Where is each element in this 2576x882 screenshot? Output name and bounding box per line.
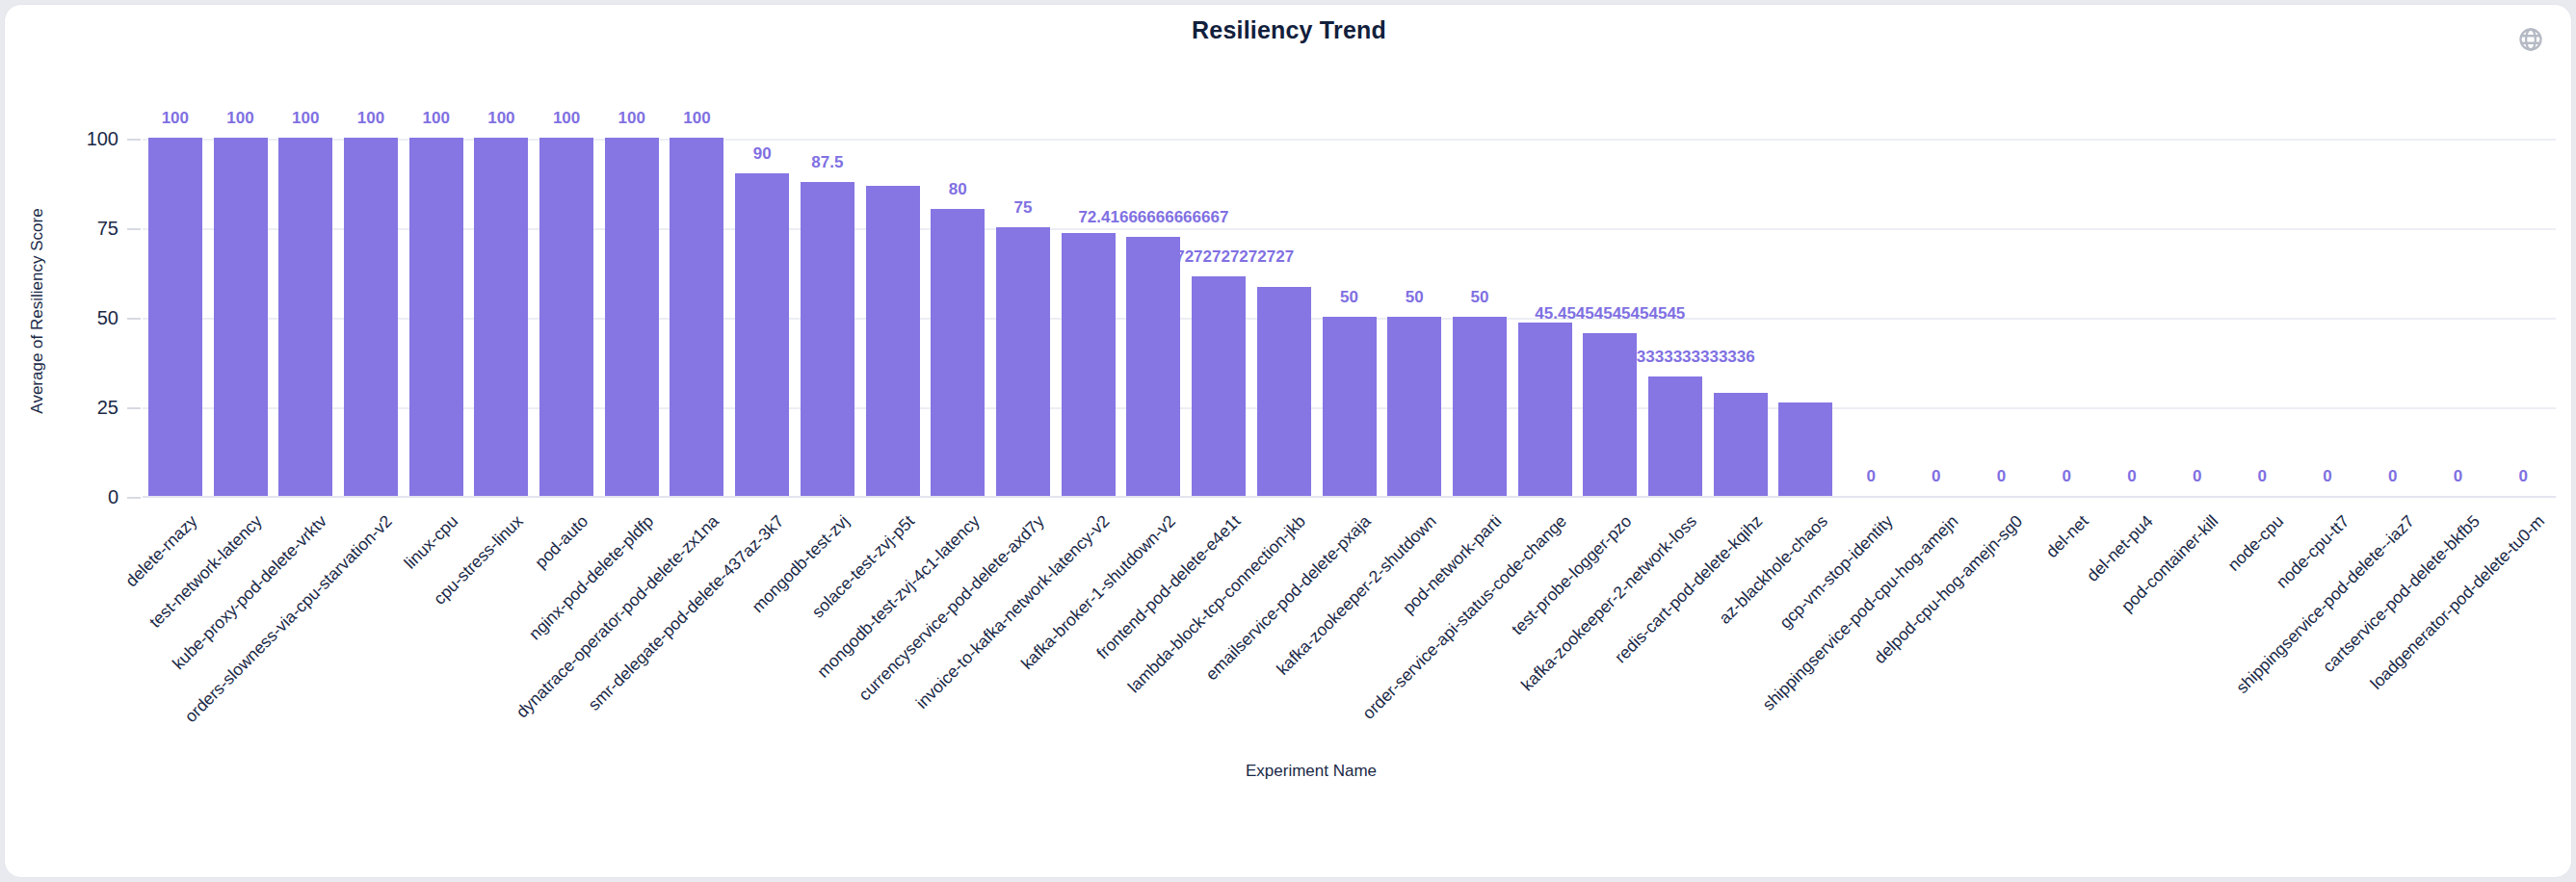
bar-value-label: 100	[357, 109, 384, 128]
bar-orders-slowness-via-cpu-starvation-v2[interactable]	[344, 138, 398, 496]
x-tick-label-nginx-pod-delete-pldfp: nginx-pod-delete-pldfp	[525, 511, 658, 644]
bar-mongodb-test-zvj-4c1-latency[interactable]	[931, 209, 985, 496]
y-tick-mark	[127, 497, 141, 499]
bar-dynatrace-operator-pod-delete-zx1na[interactable]	[670, 138, 723, 496]
bar-value-label: 0	[2258, 467, 2267, 486]
chart-stage: Resiliency Trend Average of Resiliency S…	[4, 4, 2572, 878]
bar-cpu-stress-linux[interactable]	[474, 138, 528, 496]
bar-value-label: 100	[553, 109, 580, 128]
chart-title: Resiliency Trend	[4, 16, 2572, 44]
bar-value-label: 100	[226, 109, 253, 128]
bar-value-label: 0	[1866, 467, 1875, 486]
x-tick-label-del-net: del-net	[2041, 511, 2092, 562]
x-tick-label-gcp-vm-stop-identity: gcp-vm-stop-identity	[1775, 511, 1897, 633]
bar-value-label: 80	[949, 180, 967, 199]
bar-value-label: 0	[2388, 467, 2397, 486]
y-tick-mark	[127, 139, 141, 141]
bar-value-label: 50	[1340, 288, 1358, 307]
bar-order-service-api-status-code-change[interactable]	[1518, 323, 1572, 496]
bar-pod-network-parti[interactable]	[1453, 317, 1507, 496]
bar-value-label: 90	[753, 144, 772, 164]
bar-value-label: 100	[162, 109, 189, 128]
bar-value-label: 50	[1406, 288, 1424, 307]
bar-value-label: 0	[2454, 467, 2462, 486]
y-tick-label: 50	[51, 307, 118, 329]
bar-value-label: 0	[2062, 467, 2070, 486]
bar-value-label: 0	[1932, 467, 1940, 486]
bar-value-label: 50	[1470, 288, 1488, 307]
bar-emailservice-pod-delete-pxaja[interactable]	[1323, 317, 1377, 496]
bar-invoice-to-kafka-network-latency-v2[interactable]	[1062, 233, 1116, 496]
bar-currencyservice-pod-delete-axd7y[interactable]	[996, 227, 1050, 496]
x-tick-label-az-blackhole-chaos: az-blackhole-chaos	[1715, 511, 1831, 628]
bar-value-label: 100	[618, 109, 645, 128]
y-axis-title: Average of Resiliency Score	[28, 118, 47, 504]
bar-value-label: 100	[422, 109, 449, 128]
bar-value-label: 72.41666666666667	[1078, 208, 1228, 227]
x-tick-label-pod-auto: pod-auto	[531, 511, 592, 573]
bar-value-label: 0	[2323, 467, 2331, 486]
bar-kube-proxy-pod-delete-vrktv[interactable]	[278, 138, 332, 496]
y-tick-mark	[127, 318, 141, 320]
bar-frontend-pod-delete-e4e1t[interactable]	[1192, 276, 1246, 496]
bar-value-label: 0	[2127, 467, 2136, 486]
bar-test-network-latency[interactable]	[214, 138, 268, 496]
bar-redis-cart-pod-delete-kqihz[interactable]	[1714, 393, 1768, 496]
bar-value-label: 87.5	[811, 153, 843, 172]
x-axis-title: Experiment Name	[926, 762, 1696, 781]
y-tick-label: 75	[51, 218, 118, 240]
bar-value-label: 45.45454545454545	[1535, 304, 1685, 324]
x-tick-label-test-probe-logger-pzo: test-probe-logger-pzo	[1508, 511, 1636, 639]
bar-pod-auto[interactable]	[539, 138, 593, 496]
chart-card: Resiliency Trend Average of Resiliency S…	[4, 4, 2572, 878]
bar-test-probe-logger-pzo[interactable]	[1583, 333, 1637, 496]
x-tick-label-test-network-latency: test-network-latency	[145, 511, 267, 633]
x-tick-label-linux-cpu: linux-cpu	[400, 511, 461, 573]
y-tick-label: 0	[51, 486, 118, 508]
bar-kafka-zookeeper-2-shutdown[interactable]	[1387, 317, 1441, 496]
y-tick-mark	[127, 228, 141, 230]
bar-mongodb-test-zvj[interactable]	[801, 182, 854, 496]
bar-solace-test-zvj-p5t[interactable]	[866, 186, 920, 496]
x-axis-line	[143, 496, 2556, 498]
bar-value-label: 100	[683, 109, 710, 128]
bar-lambda-block-tcp-connection-jkb[interactable]	[1257, 287, 1311, 496]
globe-icon	[2517, 26, 2544, 53]
bar-az-blackhole-chaos[interactable]	[1778, 402, 1832, 496]
plot-area: 1001001001001001001001001009087.5807572.…	[143, 139, 2556, 497]
bar-value-label: 0	[2518, 467, 2527, 486]
y-tick-label: 100	[51, 128, 118, 150]
bar-kafka-zookeeper-2-network-loss[interactable]	[1648, 376, 1702, 496]
bar-value-label: 100	[487, 109, 514, 128]
y-tick-mark	[127, 407, 141, 409]
bar-kafka-broker-1-shutdown-v2[interactable]	[1126, 237, 1180, 496]
bar-linux-cpu[interactable]	[409, 138, 463, 496]
bar-smr-delegate-pod-delete-437az-3k7[interactable]	[735, 173, 789, 496]
bar-value-label: 0	[1997, 467, 2006, 486]
bar-value-label: 75	[1014, 198, 1033, 218]
bar-value-label: 100	[292, 109, 319, 128]
bar-nginx-pod-delete-pldfp[interactable]	[605, 138, 659, 496]
x-tick-label-node-cpu: node-cpu	[2224, 511, 2288, 575]
y-tick-label: 25	[51, 397, 118, 419]
bar-value-label: 0	[2193, 467, 2201, 486]
bar-delete-rnazy[interactable]	[148, 138, 202, 496]
